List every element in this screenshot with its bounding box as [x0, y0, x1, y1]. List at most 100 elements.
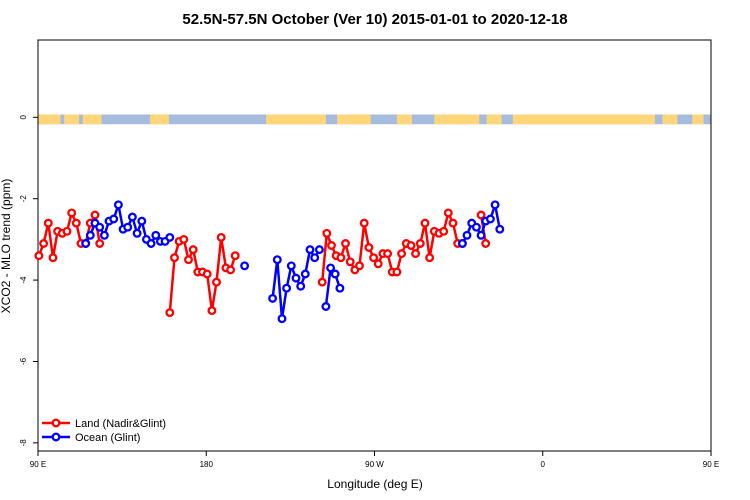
data-point	[471, 222, 481, 232]
land-band	[692, 114, 704, 125]
land-band	[486, 114, 502, 125]
x-axis-label: Longitude (deg E)	[327, 477, 422, 491]
data-point	[296, 281, 306, 291]
data-point	[359, 218, 369, 228]
data-point	[207, 306, 217, 316]
x-tick-label: 0	[541, 460, 546, 469]
data-point	[188, 245, 198, 255]
data-point	[34, 251, 44, 261]
data-point	[383, 249, 393, 259]
data-point	[184, 255, 193, 265]
data-point	[132, 228, 142, 238]
data-point	[415, 239, 425, 248]
y-tick-label: 0	[19, 115, 28, 120]
data-point	[240, 261, 250, 271]
data-point	[85, 230, 95, 240]
data-point	[179, 234, 189, 244]
y-tick-label: -2	[19, 195, 28, 203]
ocean-band	[38, 114, 711, 125]
data-point	[39, 239, 49, 248]
x-tick-label: 90 E	[30, 460, 46, 469]
data-point	[314, 245, 324, 255]
y-axis: 0 -2 -4 -6 -8	[19, 115, 38, 447]
data-point	[81, 239, 91, 248]
chart-title: 52.5N-57.5N October (Ver 10) 2015-01-01 …	[182, 11, 567, 28]
data-point	[113, 200, 123, 210]
data-point	[43, 218, 53, 228]
data-point	[341, 239, 350, 248]
data-point	[146, 239, 156, 248]
data-point	[411, 249, 421, 259]
x-tick-label: 180	[200, 460, 214, 469]
x-tick-label: 90 W	[365, 460, 384, 469]
land-band	[64, 114, 80, 125]
data-point	[369, 253, 379, 263]
data-point	[476, 230, 486, 240]
series-land	[34, 208, 491, 318]
data-point	[272, 255, 282, 265]
data-point	[355, 261, 364, 271]
data-point	[322, 228, 332, 238]
data-point	[127, 212, 137, 222]
data-point	[397, 249, 407, 259]
data-point	[95, 222, 105, 232]
y-tick-label: -6	[19, 357, 28, 365]
data-point	[216, 232, 226, 242]
data-point	[151, 230, 161, 240]
data-point	[277, 314, 287, 324]
data-point	[490, 200, 500, 210]
data-point	[48, 253, 58, 263]
data-point	[286, 261, 296, 271]
data-point	[67, 208, 77, 218]
data-point	[336, 253, 346, 263]
legend-label: Ocean (Glint)	[75, 432, 140, 444]
data-point	[439, 226, 449, 236]
series-layer	[34, 200, 505, 324]
data-point	[481, 239, 491, 248]
data-point	[317, 277, 327, 287]
data-point	[230, 251, 240, 261]
surface-type-strip	[38, 114, 711, 125]
data-point	[71, 218, 81, 228]
land-band	[38, 114, 61, 125]
data-point	[137, 216, 147, 226]
data-point	[443, 208, 453, 218]
data-point	[448, 218, 458, 228]
data-point	[345, 257, 355, 267]
x-axis: 90 E 180 90 W 0 90 E	[30, 451, 719, 469]
data-point	[62, 226, 72, 236]
x-tick-label: 90 E	[703, 460, 719, 469]
data-point	[485, 214, 495, 224]
plot-frame	[37, 39, 712, 452]
y-tick-label: -4	[19, 276, 28, 284]
land-band	[434, 114, 480, 125]
data-point	[406, 241, 416, 250]
land-band	[512, 114, 655, 125]
y-tick-label: -8	[19, 439, 28, 447]
data-point	[420, 218, 430, 228]
data-point	[476, 210, 486, 220]
data-point	[165, 308, 175, 318]
data-point	[495, 224, 505, 234]
data-point	[462, 230, 472, 240]
data-point	[330, 269, 340, 279]
data-point	[99, 230, 109, 240]
land-band	[396, 114, 412, 125]
land-band	[150, 114, 169, 125]
data-point	[335, 283, 345, 293]
land-band	[82, 114, 102, 125]
data-point	[425, 253, 435, 263]
data-point	[95, 239, 105, 248]
legend-label: Land (Nadir&Glint)	[75, 418, 166, 430]
data-point	[165, 232, 175, 242]
legend: Land (Nadir&Glint) Ocean (Glint)	[42, 418, 166, 444]
data-point	[170, 253, 179, 263]
data-point	[305, 245, 315, 255]
data-point	[212, 277, 221, 287]
data-point	[364, 243, 374, 252]
series-ocean	[81, 200, 505, 324]
land-band	[266, 114, 326, 125]
data-point	[457, 239, 467, 248]
legend-marker	[51, 418, 61, 428]
data-point	[291, 273, 301, 283]
